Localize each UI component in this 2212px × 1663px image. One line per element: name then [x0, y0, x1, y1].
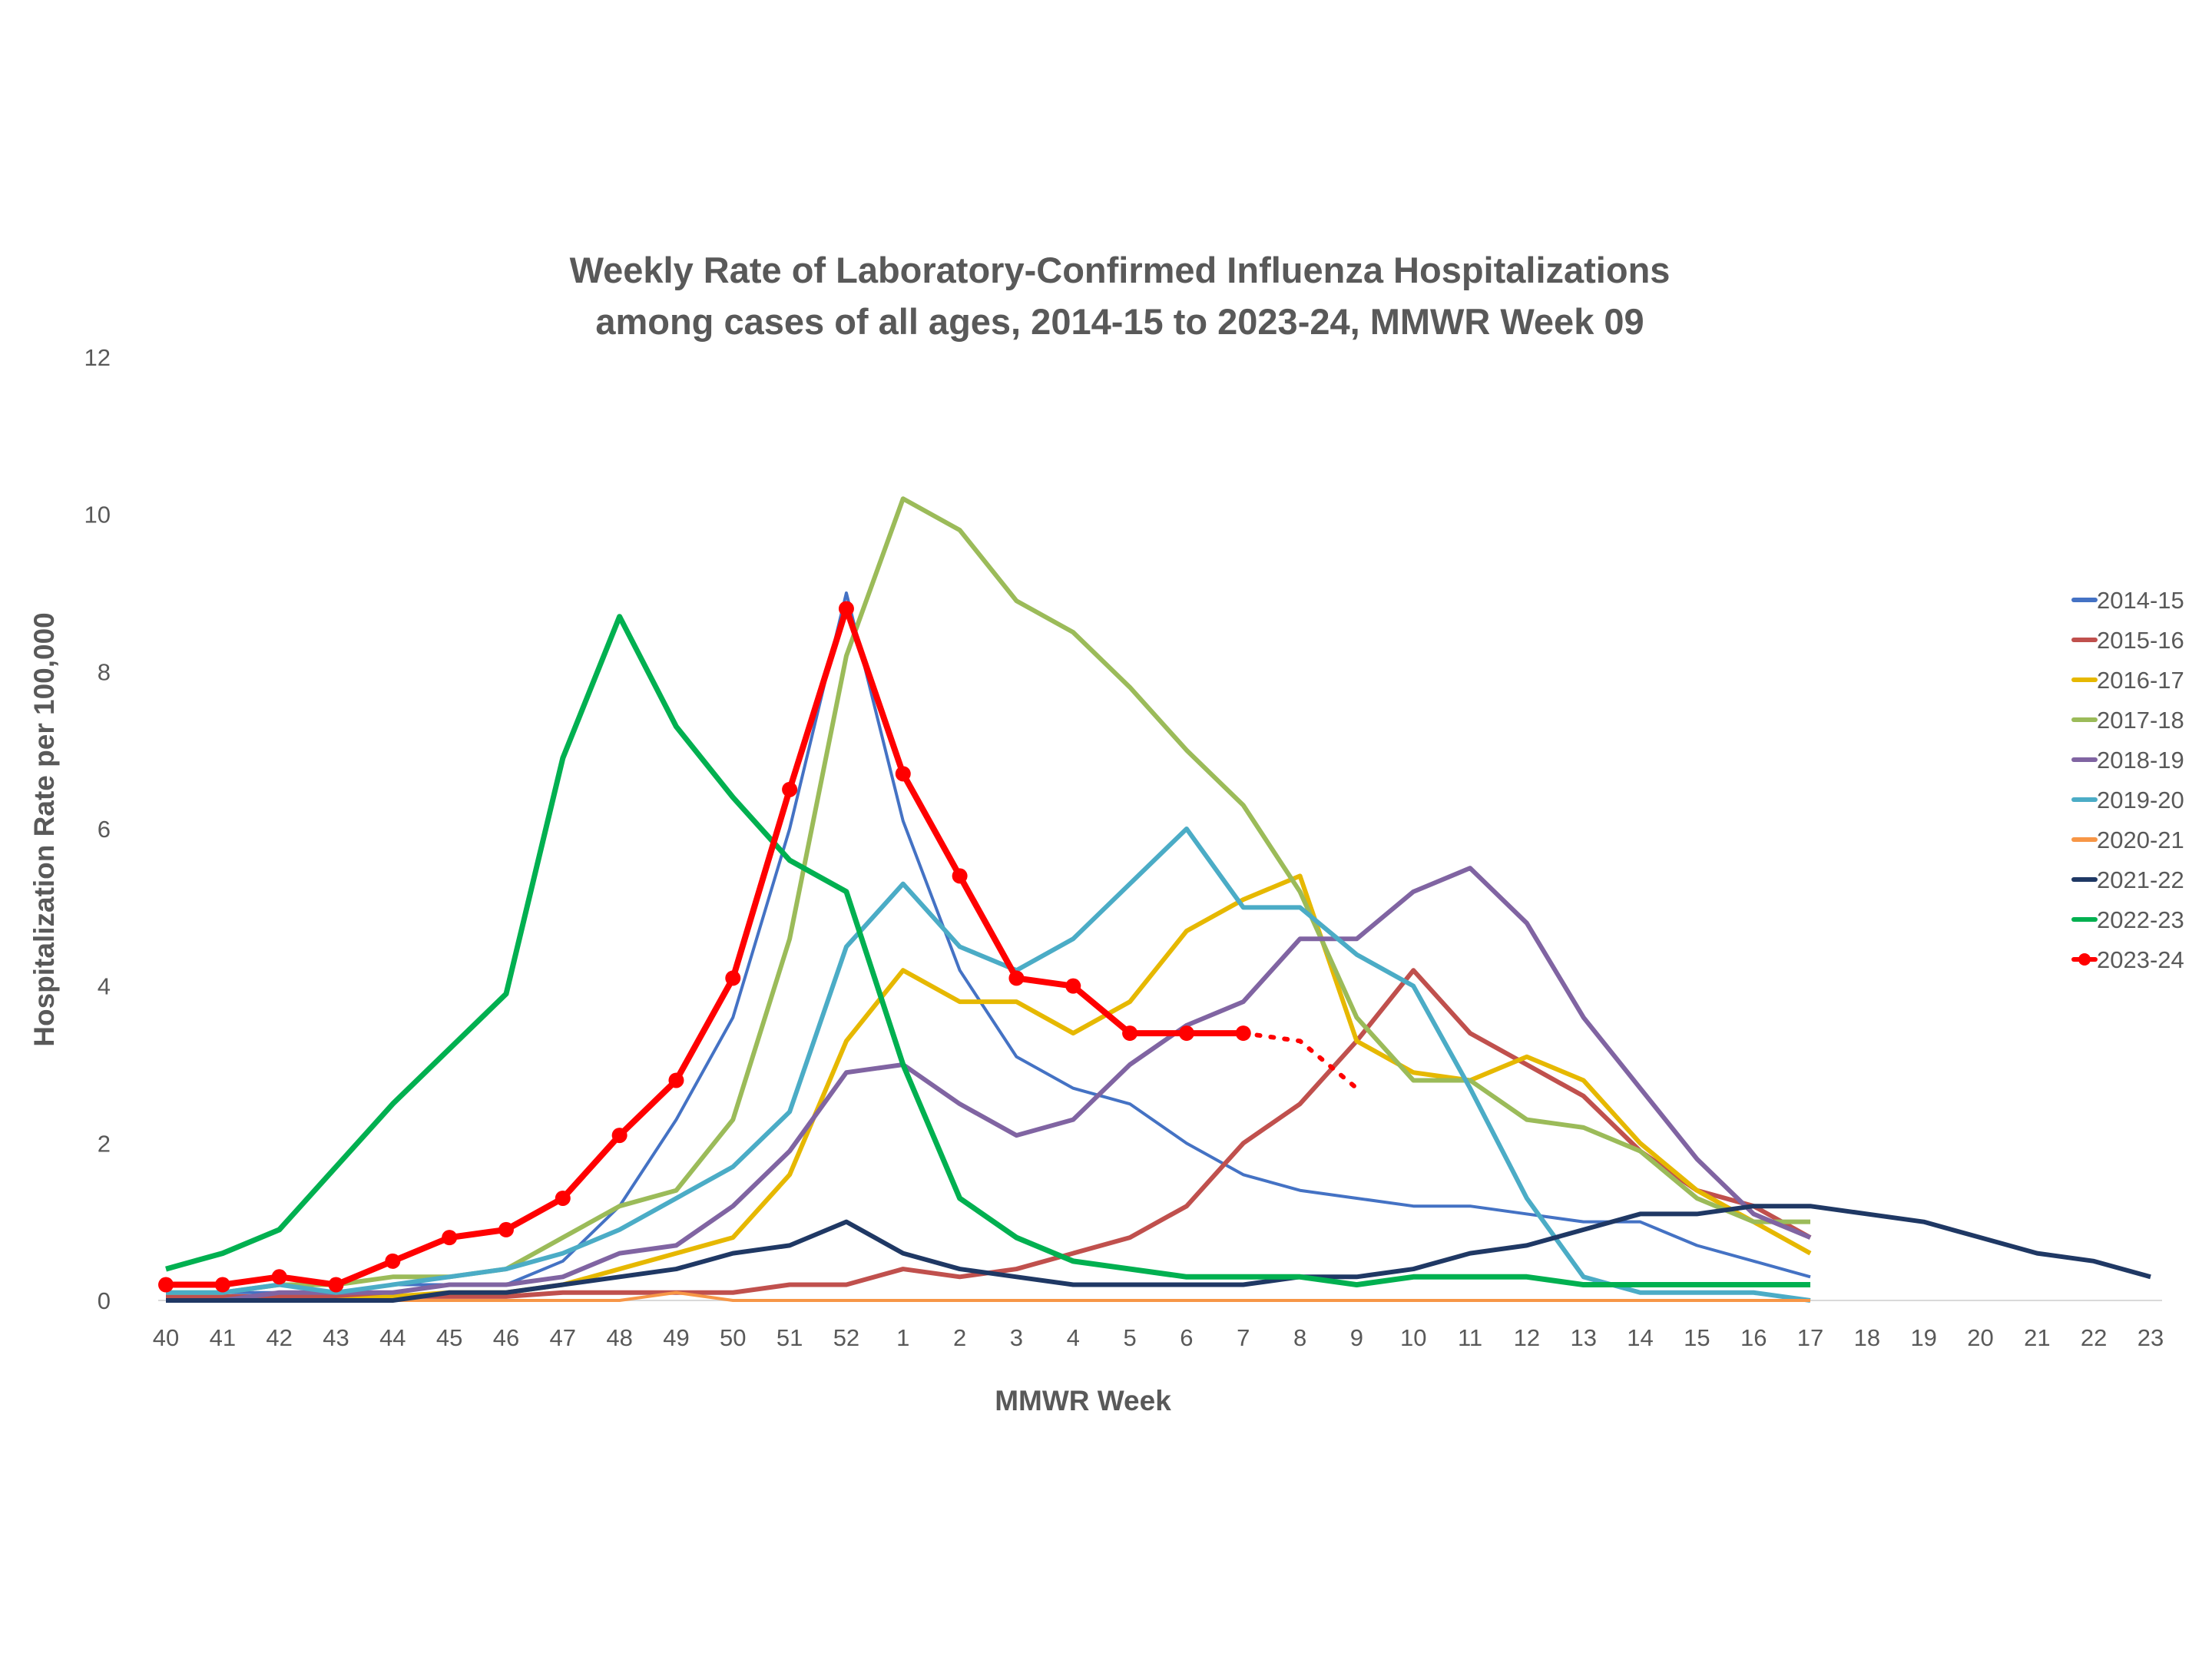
legend-label: 2017-18 — [2097, 707, 2184, 734]
x-tick-label: 18 — [1854, 1324, 1880, 1351]
x-tick-label: 3 — [1010, 1324, 1023, 1351]
data-point-2023-24 — [214, 1277, 230, 1293]
data-point-2023-24 — [1065, 978, 1081, 994]
x-tick-label: 22 — [2081, 1324, 2107, 1351]
y-tick-label: 2 — [98, 1130, 111, 1157]
x-tick-label: 12 — [1514, 1324, 1540, 1351]
x-tick-label: 52 — [833, 1324, 859, 1351]
x-tick-label: 46 — [493, 1324, 519, 1351]
chart-title-line-2: among cases of all ages, 2014-15 to 2023… — [595, 301, 1644, 342]
series-line-2020-21 — [166, 1290, 1811, 1302]
data-point-2023-24 — [668, 1072, 684, 1088]
x-tick-label: 42 — [266, 1324, 292, 1351]
data-point-2023-24 — [442, 1230, 458, 1246]
data-point-2023-24 — [1008, 970, 1025, 986]
data-point-2023-24 — [952, 868, 968, 884]
x-tick-label: 47 — [550, 1324, 576, 1351]
x-tick-label: 15 — [1684, 1324, 1710, 1351]
legend-label: 2023-24 — [2097, 946, 2184, 973]
series-line-2021-22 — [166, 1204, 2151, 1303]
x-tick-label: 40 — [153, 1324, 179, 1351]
chart-title-line-1: Weekly Rate of Laboratory-Confirmed Infl… — [570, 250, 1671, 290]
x-tick-label: 16 — [1740, 1324, 1767, 1351]
y-tick-label: 8 — [98, 658, 111, 685]
legend-label: 2015-16 — [2097, 627, 2184, 654]
series-line-2018-19 — [166, 866, 1812, 1303]
x-tick-label: 17 — [1797, 1324, 1823, 1351]
y-tick-label: 4 — [98, 973, 111, 1000]
legend-label: 2014-15 — [2097, 587, 2184, 614]
legend-label: 2018-19 — [2097, 747, 2184, 774]
x-tick-label: 20 — [1967, 1324, 1993, 1351]
x-axis-title: MMWR Week — [995, 1385, 1171, 1416]
series-line-2023-24 — [166, 605, 1243, 1288]
legend-marker — [2078, 953, 2091, 966]
y-tick-label: 0 — [98, 1287, 111, 1314]
legend-label: 2019-20 — [2097, 787, 2184, 813]
x-tick-label: 45 — [436, 1324, 462, 1351]
x-tick-label: 23 — [2137, 1324, 2164, 1351]
data-point-2023-24 — [328, 1277, 344, 1293]
legend-label: 2020-21 — [2097, 827, 2184, 853]
x-tick-label: 7 — [1237, 1324, 1250, 1351]
data-point-2023-24 — [838, 601, 854, 617]
x-tick-label: 9 — [1350, 1324, 1363, 1351]
x-tick-label: 41 — [210, 1324, 236, 1351]
legend-label: 2021-22 — [2097, 866, 2184, 893]
projection-line-2023-24 — [1240, 1031, 1359, 1091]
x-tick-label: 19 — [1910, 1324, 1936, 1351]
data-point-2023-24 — [158, 1277, 174, 1293]
data-point-2023-24 — [725, 970, 741, 986]
series-line-2014-15 — [166, 591, 1811, 1294]
x-tick-label: 14 — [1627, 1324, 1653, 1351]
x-tick-label: 44 — [379, 1324, 406, 1351]
x-tick-label: 10 — [1400, 1324, 1426, 1351]
legend-label: 2022-23 — [2097, 906, 2184, 933]
y-tick-label: 10 — [84, 502, 111, 528]
x-tick-label: 50 — [720, 1324, 746, 1351]
data-point-2023-24 — [1178, 1025, 1194, 1042]
y-axis-title: Hospitalization Rate per 100,000 — [28, 612, 60, 1046]
series-line-2017-18 — [166, 496, 1811, 1295]
x-tick-label: 1 — [896, 1324, 909, 1351]
x-tick-label: 13 — [1570, 1324, 1596, 1351]
data-point-2023-24 — [498, 1221, 514, 1237]
data-point-2023-24 — [555, 1190, 571, 1206]
series-line-2022-23 — [165, 614, 1811, 1288]
x-tick-label: 48 — [606, 1324, 632, 1351]
x-tick-label: 11 — [1458, 1324, 1482, 1351]
data-point-2023-24 — [385, 1253, 401, 1269]
y-tick-label: 6 — [98, 816, 111, 843]
x-tick-label: 8 — [1293, 1324, 1306, 1351]
x-tick-label: 4 — [1067, 1324, 1080, 1351]
series-line-2019-20 — [166, 827, 1811, 1303]
data-point-2023-24 — [782, 781, 798, 797]
data-point-2023-24 — [895, 766, 911, 782]
x-tick-label: 51 — [777, 1324, 803, 1351]
legend-label: 2016-17 — [2097, 667, 2184, 694]
x-tick-label: 21 — [2024, 1324, 2050, 1351]
x-tick-label: 6 — [1180, 1324, 1193, 1351]
x-tick-label: 49 — [663, 1324, 689, 1351]
data-point-2023-24 — [611, 1128, 628, 1144]
x-tick-label: 2 — [953, 1324, 966, 1351]
data-point-2023-24 — [1122, 1025, 1138, 1042]
x-tick-label: 5 — [1123, 1324, 1136, 1351]
data-point-2023-24 — [271, 1269, 287, 1285]
y-tick-label: 12 — [84, 344, 111, 371]
x-tick-label: 43 — [323, 1324, 349, 1351]
